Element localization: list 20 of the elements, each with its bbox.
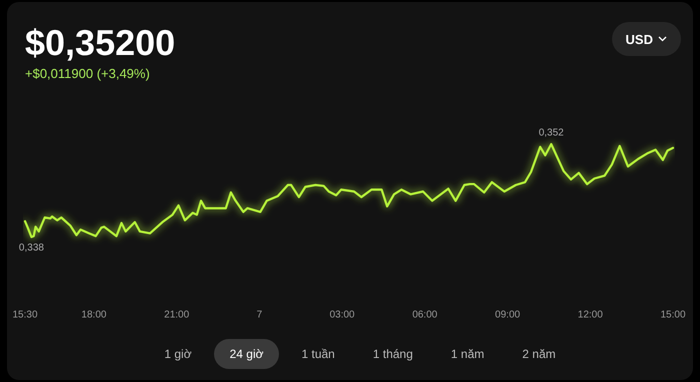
annotation: 0,338 — [18, 242, 44, 254]
chart-subtitle: +$0,011900 (+3,49%) — [25, 66, 150, 81]
annotation: 0,352 — [538, 128, 564, 139]
x-tick-label: 15:30 — [12, 310, 38, 320]
text: 1 tuần — [300, 346, 336, 363]
text: USD — [626, 32, 653, 46]
x-tick-label: 03:00 — [330, 310, 356, 320]
x-tick-label: 06:00 — [412, 310, 438, 320]
chart-title: $0,35200 — [25, 22, 176, 64]
x-tick-label: 7 — [256, 310, 263, 320]
text: 1 giờ — [163, 346, 193, 363]
x-tick-label: 15:00 — [660, 310, 686, 320]
x-tick-label: 21:00 — [164, 310, 190, 320]
text: 1 năm — [450, 346, 486, 363]
text: 24 giờ — [214, 339, 280, 369]
x-tick-label: 09:00 — [495, 310, 520, 320]
x-tick-label: 18:00 — [81, 310, 107, 320]
text: 1 tháng — [372, 346, 414, 363]
text: 2 năm — [521, 346, 557, 363]
x-tick-label: 12:00 — [578, 310, 604, 320]
